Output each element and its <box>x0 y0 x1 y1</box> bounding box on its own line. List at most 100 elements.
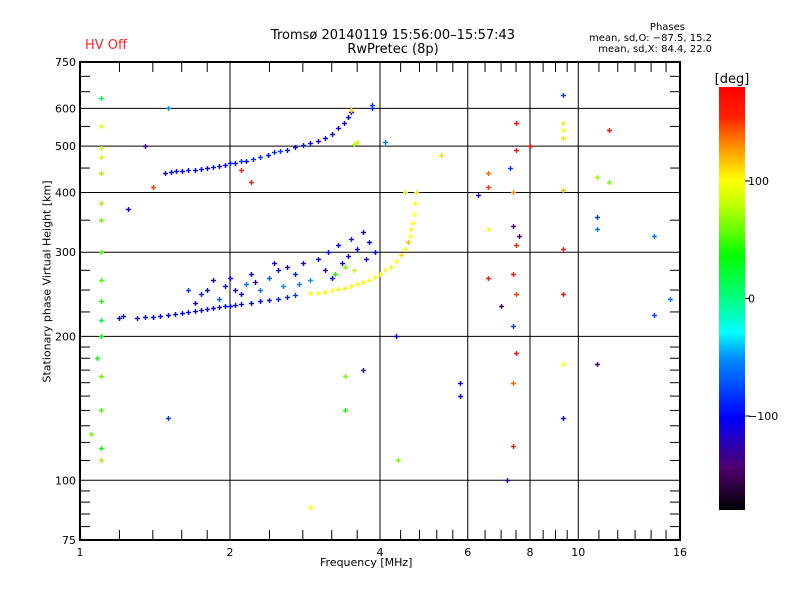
echo-point <box>668 297 673 302</box>
echo-point <box>217 164 222 169</box>
echo-point <box>346 115 351 120</box>
echo-point <box>239 168 244 173</box>
echo-point <box>373 275 378 280</box>
echo-point <box>266 153 271 158</box>
echo-point <box>151 315 156 320</box>
echo-point <box>367 278 372 283</box>
x-tick-label: 1 <box>77 546 84 559</box>
echo-point <box>233 288 238 293</box>
echo-point <box>595 227 600 232</box>
echo-point <box>278 149 283 154</box>
echo-point <box>267 298 272 303</box>
echo-point <box>561 188 566 193</box>
echo-point <box>258 155 263 160</box>
echo-point <box>486 276 491 281</box>
echo-point <box>486 171 491 176</box>
echo-point <box>121 314 126 319</box>
echo-point <box>199 308 204 313</box>
echo-point <box>180 169 185 174</box>
echo-point <box>408 234 413 239</box>
echo-point <box>199 167 204 172</box>
echo-point <box>333 272 338 277</box>
echo-point <box>301 143 306 148</box>
echo-point <box>233 161 238 166</box>
echo-point <box>143 315 148 320</box>
echo-point <box>561 247 566 252</box>
echo-point <box>511 381 516 386</box>
echo-point <box>135 316 140 321</box>
echo-point <box>511 444 516 449</box>
colorbar-tick-label: −100 <box>748 410 778 423</box>
echo-point <box>166 416 171 421</box>
y-tick-label: 750 <box>55 56 76 69</box>
echo-point <box>394 259 399 264</box>
echo-point <box>89 432 94 437</box>
echo-point <box>458 394 463 399</box>
echo-point <box>281 284 286 289</box>
echo-point <box>316 139 321 144</box>
echo-point <box>607 128 612 133</box>
echo-point <box>336 287 341 292</box>
echo-point <box>276 297 281 302</box>
echo-point <box>383 140 388 145</box>
echo-point <box>323 290 328 295</box>
echo-point <box>378 272 383 277</box>
echo-point <box>561 416 566 421</box>
echo-point <box>561 362 566 367</box>
phases-x-stats: mean, sd,X: 84.4, 22.0 <box>598 44 712 55</box>
echo-point <box>99 218 104 223</box>
echo-point <box>251 157 256 162</box>
echo-point <box>514 351 519 356</box>
echo-point <box>336 126 341 131</box>
x-tick-label: 10 <box>571 546 585 559</box>
echo-point <box>326 250 331 255</box>
echo-point <box>99 146 104 151</box>
echo-point <box>330 132 335 137</box>
echo-point <box>514 292 519 297</box>
echo-point <box>297 282 302 287</box>
y-tick-label: 400 <box>55 186 76 199</box>
x-tick-label: 2 <box>227 546 234 559</box>
echo-point <box>316 291 321 296</box>
echo-point <box>293 145 298 150</box>
echo-point <box>514 148 519 153</box>
echo-point <box>211 306 216 311</box>
echo-point <box>370 103 375 108</box>
phases-o-stats: mean, sd,O: −87.5, 15.2 <box>589 33 712 44</box>
echo-point <box>409 227 414 232</box>
echo-point <box>205 307 210 312</box>
echo-point <box>607 180 612 185</box>
colorbar-ticks: 100 0 −100 <box>745 175 778 423</box>
echo-point <box>272 150 277 155</box>
axis-ticks <box>80 62 680 540</box>
echo-point <box>349 237 354 242</box>
echo-point <box>99 408 104 413</box>
echo-point <box>561 121 566 126</box>
hv-status: HV Off <box>85 38 127 53</box>
echo-points <box>89 93 673 510</box>
colorbar-label: [deg] <box>715 72 750 87</box>
echo-point <box>349 284 354 289</box>
echo-point <box>508 166 513 171</box>
echo-point <box>217 297 222 302</box>
echo-point <box>99 96 104 101</box>
echo-point <box>373 250 378 255</box>
echo-point <box>308 291 313 296</box>
echo-point <box>223 284 228 289</box>
echo-point <box>414 190 419 195</box>
echo-point <box>285 295 290 300</box>
echo-point <box>595 362 600 367</box>
echo-point <box>476 193 481 198</box>
echo-point <box>308 278 313 283</box>
echo-point <box>352 268 357 273</box>
echo-point <box>486 185 491 190</box>
echo-point <box>517 234 522 239</box>
colorbar <box>719 87 745 510</box>
echo-point <box>193 309 198 314</box>
echo-point <box>99 299 104 304</box>
echo-point <box>343 408 348 413</box>
echo-point <box>244 282 249 287</box>
echo-point <box>511 324 516 329</box>
echo-point <box>99 458 104 463</box>
